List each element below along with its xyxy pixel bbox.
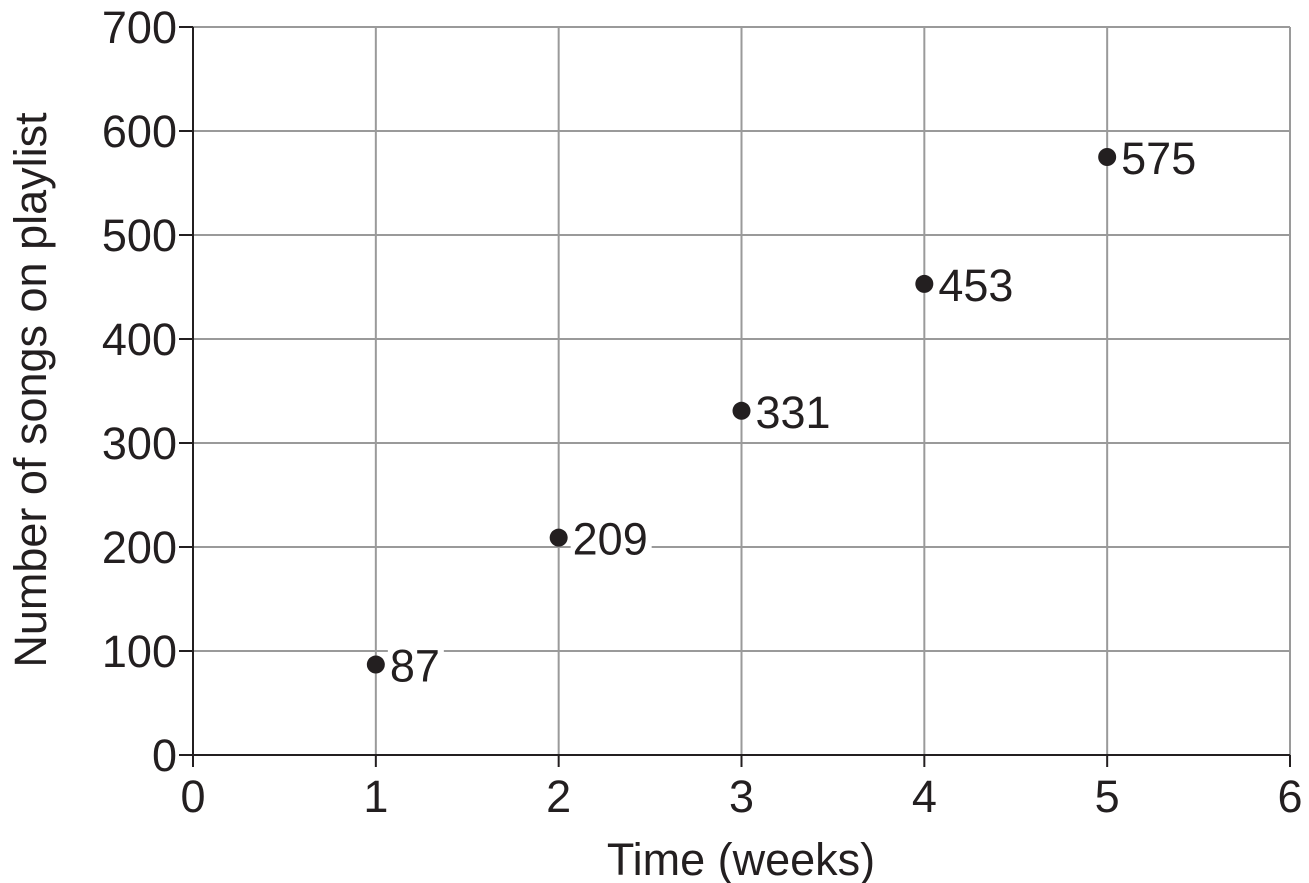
x-tick-label: 5 xyxy=(1095,771,1120,822)
x-tick-label: 4 xyxy=(912,771,937,822)
data-label: 209 xyxy=(573,514,648,565)
x-tick-label: 0 xyxy=(180,771,205,822)
y-tick-label: 300 xyxy=(102,418,177,469)
grid xyxy=(193,26,1291,755)
x-tick-label: 3 xyxy=(729,771,754,822)
x-tick-label: 1 xyxy=(363,771,388,822)
data-point xyxy=(1098,148,1117,166)
y-tick-label: 500 xyxy=(102,210,177,261)
x-tick-label: 2 xyxy=(546,771,571,822)
data-label-background xyxy=(387,640,444,685)
x-tick-label: 6 xyxy=(1277,771,1302,822)
data-point xyxy=(366,655,385,674)
y-tick-label: 600 xyxy=(102,106,177,157)
data-label-background xyxy=(570,513,652,558)
data-label-background xyxy=(1119,133,1201,177)
data-label-background xyxy=(936,259,1018,304)
y-axis-title: Number of songs on playlist xyxy=(5,112,56,668)
x-axis-title: Time (weeks) xyxy=(607,834,875,883)
data-label-background xyxy=(753,386,835,431)
data-label: 87 xyxy=(390,641,440,692)
axes xyxy=(179,26,1291,767)
data-points: 87 209 331 453 575 xyxy=(366,133,1201,692)
y-tick-label: 700 xyxy=(102,2,177,53)
data-label: 331 xyxy=(756,387,831,438)
tick-labels: 0 1 2 3 4 5 6 0 100 200 300 400 500 600 700 xyxy=(102,2,1303,822)
y-tick-label: 0 xyxy=(152,730,177,781)
y-tick-label: 400 xyxy=(102,314,177,365)
data-label: 453 xyxy=(938,260,1013,311)
data-point xyxy=(732,401,751,420)
data-point xyxy=(915,274,934,293)
y-tick-label: 100 xyxy=(102,626,177,677)
data-point xyxy=(549,528,568,547)
y-tick-label: 200 xyxy=(102,522,177,573)
data-label: 575 xyxy=(1121,133,1196,184)
